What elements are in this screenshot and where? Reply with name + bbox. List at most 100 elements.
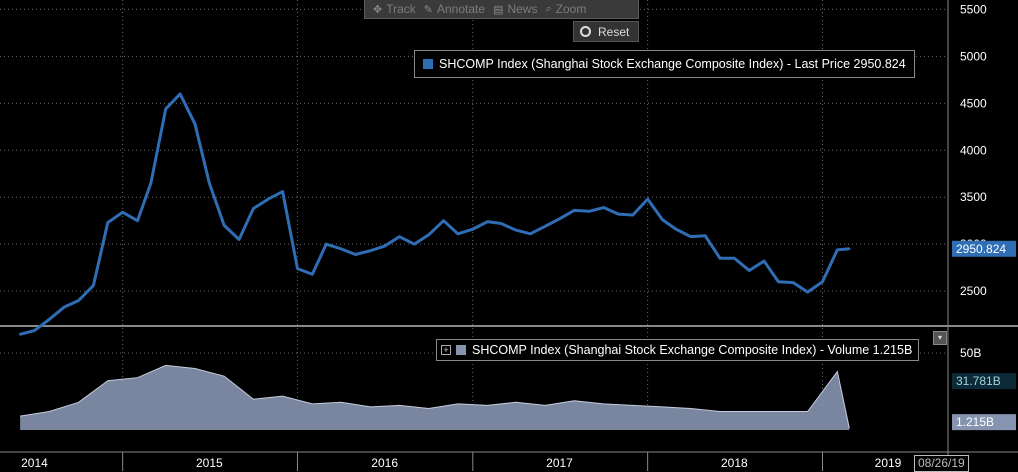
price-point [354, 253, 357, 256]
price-point [748, 269, 751, 272]
price-point [281, 190, 284, 193]
price-point [529, 232, 532, 236]
price-legend: SHCOMP Index (Shanghai Stock Exchange Co… [414, 50, 915, 78]
price-point [33, 329, 36, 332]
x-axis-ticks: 2014 2015 2016 2017 2018 2019 [21, 452, 902, 471]
price-point [661, 218, 664, 221]
price-point [106, 221, 109, 224]
year-label: 2018 [721, 456, 748, 470]
price-point [646, 197, 649, 201]
volume-axis-ticks: 50B [960, 346, 981, 360]
last-price-badge-text: 2950.824 [956, 242, 1006, 256]
volume-legend-text: SHCOMP Index (Shanghai Stock Exchange Co… [472, 343, 913, 357]
annotate-label: Annotate [437, 2, 486, 16]
news-label: News [507, 2, 538, 16]
price-point [383, 244, 386, 248]
axis-value-badges: 2950.824 31.781B 1.215B [952, 240, 1016, 431]
volume-average-badge-bg [952, 373, 1016, 390]
price-point [703, 234, 707, 237]
reset-label: Reset [598, 24, 630, 39]
price-point [543, 225, 547, 228]
track-button[interactable]: ✥ Track [373, 2, 416, 16]
price-point [821, 280, 824, 283]
price-point [806, 290, 809, 294]
price-point [792, 281, 795, 284]
price-tick-label: 4000 [960, 143, 987, 157]
year-label: 2015 [196, 456, 223, 470]
price-point [558, 217, 561, 221]
price-point [631, 213, 634, 217]
price-point [296, 267, 299, 270]
price-swatch-icon [423, 59, 433, 69]
expand-icon[interactable]: + [441, 345, 451, 355]
price-point [252, 207, 255, 210]
price-tick-label: 5000 [960, 49, 987, 63]
price-point [718, 257, 722, 260]
volume-area-fill [20, 365, 850, 430]
price-point [762, 259, 766, 263]
volume-legend: + SHCOMP Index (Shanghai Stock Exchange … [436, 339, 920, 361]
price-point [62, 305, 66, 309]
price-point [848, 247, 851, 250]
price-point [602, 206, 605, 209]
price-point [193, 122, 197, 126]
price-point [442, 219, 445, 222]
volume-average-badge-text: 31.781B [956, 374, 1001, 388]
price-point [427, 233, 430, 236]
price-tick-label: 2500 [960, 284, 987, 298]
year-label: 2019 [875, 456, 902, 470]
reset-icon [580, 26, 591, 37]
price-tick-label: 5500 [960, 2, 987, 16]
volume-last-badge: 1.215B [952, 414, 1016, 431]
price-point [499, 222, 503, 225]
volume-last-badge-bg [952, 414, 1016, 431]
track-label: Track [386, 2, 416, 16]
volume-average-badge: 31.781B [952, 373, 1016, 390]
price-point [514, 228, 518, 232]
price-point [237, 238, 241, 241]
price-point [369, 249, 372, 252]
price-point [92, 284, 95, 287]
year-label: 2016 [371, 456, 398, 470]
zoom-button[interactable]: ⌕ Zoom [545, 2, 586, 16]
price-point [733, 257, 736, 260]
volume-last-badge-text: 1.215B [956, 415, 994, 429]
panel-collapse-icon[interactable]: ▾ [933, 331, 947, 345]
year-label: 2014 [21, 456, 48, 470]
price-point [325, 242, 328, 246]
price-point [178, 92, 182, 96]
last-price-badge-bg [952, 240, 1016, 257]
price-point [777, 280, 780, 283]
price-point [836, 248, 839, 252]
news-button[interactable]: ▤ News [493, 2, 537, 16]
price-point [339, 247, 343, 251]
annotate-button[interactable]: ✎ Annotate [424, 2, 485, 16]
price-point [222, 224, 226, 227]
price-line [18, 92, 851, 336]
news-icon: ▤ [493, 3, 504, 16]
price-series-line [19, 92, 850, 336]
price-point [208, 181, 211, 185]
price-point [573, 209, 576, 212]
price-tick-label: 4500 [960, 96, 987, 110]
magnifier-icon: ⌕ [545, 2, 552, 15]
price-point [689, 235, 692, 238]
crosshair-icon: ✥ [373, 3, 383, 16]
price-point [413, 242, 416, 246]
price-point [398, 235, 401, 238]
price-point [267, 197, 270, 201]
price-point [617, 212, 620, 216]
price-point [18, 333, 22, 336]
price-point [136, 219, 139, 222]
price-legend-text: SHCOMP Index (Shanghai Stock Exchange Co… [439, 57, 906, 71]
volume-swatch-icon [456, 345, 466, 355]
volume-tick-label: 50B [960, 346, 981, 360]
reset-button[interactable]: Reset [573, 21, 639, 42]
price-point [588, 210, 591, 213]
last-price-badge: 2950.824 [952, 240, 1016, 257]
price-point [471, 227, 475, 231]
price-point [311, 273, 314, 276]
price-point [164, 107, 167, 111]
